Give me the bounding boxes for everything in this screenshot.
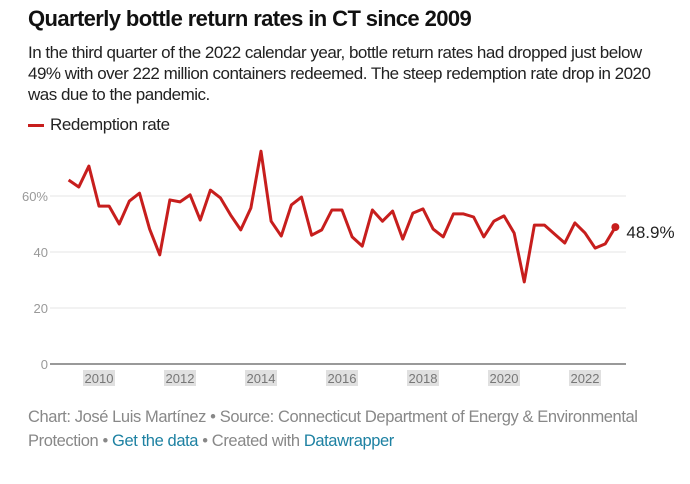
x-tick-label-bg [245, 370, 277, 386]
x-tick-label: 2012 [166, 371, 195, 386]
footer-credit: Chart: José Luis Martínez • Source: Conn… [28, 408, 638, 450]
y-tick-label: 0 [41, 357, 48, 372]
legend-swatch [28, 123, 44, 127]
x-tick-label: 2016 [328, 371, 357, 386]
legend-label: Redemption rate [50, 115, 170, 134]
x-tick-label-bg [488, 370, 520, 386]
datawrapper-link[interactable]: Datawrapper [303, 432, 394, 450]
x-tick-label: 2014 [247, 371, 276, 386]
get-data-link[interactable]: Get the data [112, 432, 199, 450]
legend: Redemption rate [28, 115, 170, 135]
footer-created: • Created with [198, 432, 304, 450]
y-tick-label: 40 [34, 245, 48, 260]
y-tick-label: 20 [34, 301, 48, 316]
x-tick-label: 2010 [85, 371, 114, 386]
x-tick-label-bg [407, 370, 439, 386]
end-value-label: 48.9% [626, 223, 674, 242]
x-tick-label-bg [164, 370, 196, 386]
last-data-point [611, 223, 620, 232]
chart-subtitle: In the third quarter of the 2022 calenda… [28, 43, 651, 104]
chart-title: Quarterly bottle return rates in CT sinc… [28, 6, 472, 31]
x-tick-label: 2022 [571, 371, 600, 386]
y-tick-label: 60% [22, 189, 48, 204]
x-tick-label-bg [569, 370, 601, 386]
x-tick-label-bg [326, 370, 358, 386]
footer: Chart: José Luis Martínez • Source: Conn… [28, 405, 668, 453]
x-tick-label: 2020 [490, 371, 519, 386]
x-tick-label: 2018 [409, 371, 438, 386]
x-tick-label-bg [83, 370, 115, 386]
series-line-redemption-rate [67, 149, 617, 284]
line-chart: 0 20 40 60% 2010 2012 2014 2016 2018 2020 2022 48.9… [22, 149, 675, 386]
